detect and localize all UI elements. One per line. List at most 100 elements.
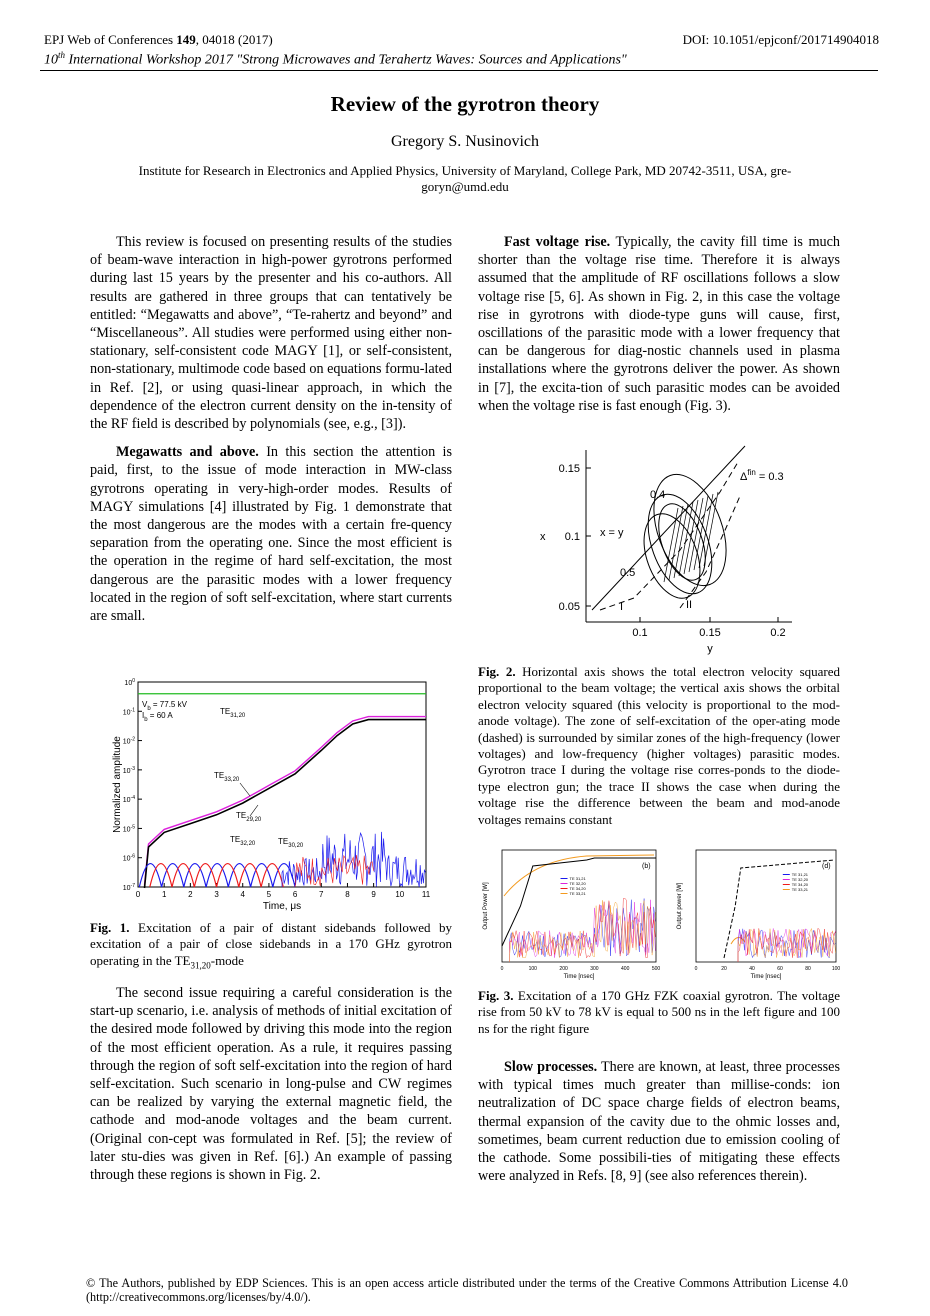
fig2-label-xy: x = y: [600, 527, 624, 539]
slow-processes-paragraph: Slow processes. There are known, at leas…: [478, 1059, 840, 1185]
fig3-panel-label: (d): [822, 863, 831, 870]
fig1-ytick-label: 10-5: [123, 824, 135, 833]
figure-3-caption: Fig. 3. Excitation of a 170 GHz FZK coax…: [478, 988, 840, 1036]
intro-paragraph: This review is focused on presenting res…: [90, 234, 452, 433]
fig3-legend-label: TE 33,21: [792, 887, 809, 892]
fig2-upper-zone: [653, 473, 727, 587]
fig1-ytick-label: 10-2: [123, 737, 135, 746]
fig3-xtick-label: 0: [501, 966, 504, 972]
fig2-hatch: [673, 503, 689, 579]
fig2-label-04: 0.4: [650, 489, 665, 501]
fig2-delta-label: Δfin = 0.3: [740, 468, 784, 483]
fig2-xtick-label: 0.2: [770, 627, 785, 639]
fig1-xtick-label: 0: [136, 890, 141, 899]
fig3-black-trace: [723, 859, 835, 959]
affiliation: Institute for Research in Electronics an…: [138, 163, 792, 194]
figure-3-left-chart: 0 100 200 300 400 500 Time [nsec] Output Power …: [483, 849, 661, 980]
fig1-red-arches: [149, 863, 284, 888]
fig1-mode-label: TE30,20: [278, 837, 304, 849]
fig1-mode-label: TE31,20: [220, 707, 246, 719]
fig1-ytick-label: 10-6: [123, 854, 135, 863]
megawatts-paragraph: Megawatts and above. In this section the…: [90, 444, 452, 625]
fig2-label-05: 0.5: [620, 567, 635, 579]
fig3-xtick-label: 400: [621, 966, 630, 972]
doi: DOI: 10.1051/epjconf/201714904018: [682, 32, 879, 47]
fig2-ytick-label: 0.1: [565, 531, 580, 543]
fig3-xlabel: Time [nsec]: [751, 974, 782, 980]
fig1-xtick-label: 6: [293, 890, 298, 899]
fig1-xtick-label: 9: [371, 890, 376, 899]
fig1-xtick-label: 7: [319, 890, 324, 899]
fig1-xtick-label: 1: [162, 890, 167, 899]
fig3-noise-trace: [509, 898, 656, 962]
fig1-ytick-label: 100: [124, 678, 135, 687]
fig3-frame: [501, 849, 657, 963]
figure-3-right-chart: 0 20 40 60 80 100 Time [nsec] Output power [W] (…: [677, 849, 841, 980]
fig3-frame: [695, 849, 837, 963]
fig2-xtick-label: 0.15: [699, 627, 720, 639]
fig1-xtick-label: 5: [267, 890, 272, 899]
fig1-blue-noise: [281, 831, 426, 888]
fig1-xtick-label: 4: [241, 890, 246, 899]
license-footer: © The Authors, published by EDP Sciences…: [86, 1276, 848, 1304]
fig1-xtick-label: 10: [395, 890, 404, 899]
fig1-xtick-label: 3: [214, 890, 219, 899]
fig1-blue-arches: [138, 863, 296, 888]
fig3-legend-label: TE 31,21: [570, 876, 587, 881]
fig1-black-trace: [143, 718, 426, 889]
fig2-label-I: I: [620, 601, 623, 613]
fig1-legend-vb: Vb = 77.5 kV: [142, 700, 188, 712]
fig1-mode-label: TE33,20: [214, 771, 240, 783]
fig2-lower-zone: [643, 513, 701, 599]
fig2-hatch: [693, 495, 709, 571]
fig3-panel-label: (b): [642, 863, 651, 870]
fig3-noise-trace: [509, 899, 656, 962]
fig3-noise-trace: [509, 900, 656, 962]
fig1-xtick-label: 11: [422, 890, 431, 899]
fig3-legend-label: TE 32,20: [792, 877, 809, 882]
fig2-trace-II: [679, 495, 741, 609]
fig3-legend-label: TE 33,21: [570, 891, 587, 896]
fig2-xy-line: [591, 445, 746, 611]
figure-1-caption: Fig. 1. Excitation of a pair of distant …: [90, 920, 452, 971]
fig1-ylabel: Normalized amplitude: [112, 736, 123, 833]
fig1-mode-label: TE32,20: [230, 835, 256, 847]
figure-2-diagram: 0.15 0.1 0.05 0.1 0.15 0.2 x y Δfin = 0.3 0.4 0.5 x…: [540, 445, 792, 655]
fig3-xtick-label: 60: [777, 966, 783, 972]
fig3-xtick-label: 500: [652, 966, 661, 972]
figure-1-chart: 0 1 2 3 4 5 6 7 8 9 10 11 100 10-1 10-2 10-3 10-4 10-5 10-…: [112, 678, 431, 912]
fig1-ytick-label: 10-7: [123, 883, 135, 892]
journal-citation: EPJ Web of Conferences 149, 04018 (2017): [44, 32, 273, 47]
fig3-legend-label: TE 32,20: [570, 881, 587, 886]
fig2-outer-zone: [647, 493, 713, 595]
fig3-ylabel: Output power [W]: [677, 882, 683, 929]
fig2-hatch: [663, 507, 679, 583]
fig3-ylabel: Output Power [W]: [483, 882, 489, 930]
fig1-xtick-label: 2: [188, 890, 193, 899]
fig1-magenta-trace: [143, 715, 426, 886]
fig2-hatch: [668, 505, 684, 581]
fig3-xtick-label: 100: [529, 966, 538, 972]
fig1-red-noise: [294, 854, 374, 888]
paper-title: Review of the gyrotron theory: [330, 92, 600, 116]
fig1-mode-label: TE29,20: [236, 811, 262, 823]
fig3-xtick-label: 0: [695, 966, 698, 972]
fig1-ytick-label: 10-1: [123, 707, 135, 716]
fast-voltage-paragraph: Fast voltage rise. Typically, the cavity…: [478, 234, 840, 414]
fig1-leader: [249, 804, 259, 817]
left-column-bottom: The second issue requiring a careful con…: [90, 984, 452, 1184]
author: Gregory S. Nusinovich: [391, 133, 539, 150]
fig3-xtick-label: 40: [749, 966, 755, 972]
fig2-trace-I: [599, 461, 739, 611]
fig3-xtick-label: 300: [590, 966, 599, 972]
header-rule: [40, 70, 878, 71]
fig3-noise-trace: [737, 927, 836, 962]
figure-2-caption: Fig. 2. Horizontal axis shows the total …: [478, 664, 840, 827]
fig1-ytick-label: 10-4: [123, 795, 135, 804]
left-column-top: This review is focused on presenting res…: [90, 233, 452, 625]
fig3-xtick-label: 80: [805, 966, 811, 972]
fig1-xtick-label: 8: [345, 890, 350, 899]
fig3-xtick-label: 100: [832, 966, 841, 972]
fig2-ytick-label: 0.05: [559, 601, 580, 613]
fig1-xlabel: Time, μs: [263, 901, 301, 912]
